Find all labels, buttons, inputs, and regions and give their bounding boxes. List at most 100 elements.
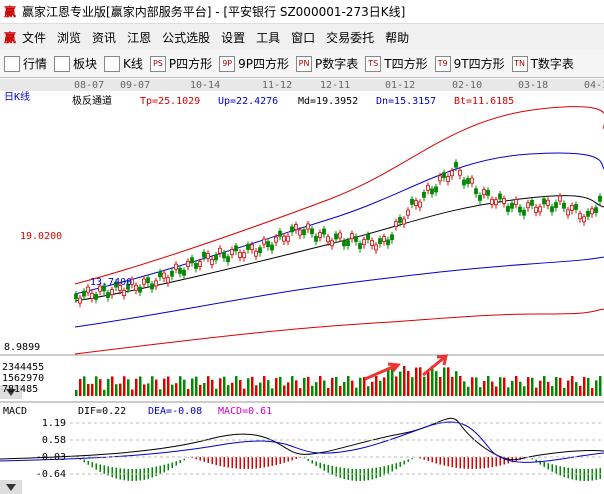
volume-bar — [247, 378, 250, 396]
volume-bar — [311, 385, 314, 396]
tool-button[interactable]: 板块 — [54, 55, 97, 72]
candle-body — [254, 250, 258, 257]
candle-body — [130, 278, 134, 285]
menu-item[interactable]: 窗口 — [291, 30, 316, 45]
macd-bar — [443, 457, 445, 466]
macd-bar — [515, 457, 517, 462]
macd-bar — [135, 468, 137, 481]
menu-item[interactable]: 文件 — [22, 30, 47, 45]
tool-label: K线 — [123, 57, 143, 71]
volume-bar — [475, 377, 478, 396]
macd-bar — [539, 460, 541, 465]
menu-item[interactable]: 帮助 — [385, 30, 410, 45]
price-label: 13.7400 — [90, 277, 132, 288]
macd-bar — [535, 459, 537, 463]
macd-bar — [559, 466, 561, 476]
macd-bar — [491, 457, 493, 468]
tool-button[interactable]: T9 9T四方形 — [434, 55, 505, 72]
candle-body — [238, 251, 242, 258]
candle-body — [286, 235, 290, 242]
candle-body — [510, 202, 514, 209]
volume-bar — [511, 380, 514, 396]
macd-bar — [379, 466, 381, 477]
candle-body — [562, 202, 566, 209]
menu-item[interactable]: 交易委托 — [326, 30, 375, 45]
volume-bar — [379, 380, 382, 396]
candle-body — [466, 178, 470, 184]
candle-body — [326, 236, 330, 243]
candle-body — [526, 202, 530, 209]
volume-bar — [535, 387, 538, 396]
volume-bar — [303, 377, 306, 396]
candle-body — [190, 257, 194, 264]
tool-button[interactable]: PN P数字表 — [296, 55, 358, 72]
volume-bar — [359, 377, 362, 396]
candle-body — [206, 252, 210, 259]
macd-bar — [103, 465, 105, 474]
macd-bar — [519, 457, 521, 460]
macd-bar — [567, 467, 569, 479]
candle-body — [154, 280, 158, 287]
macd-bar — [399, 461, 401, 467]
date-label: 10-14 — [190, 80, 220, 91]
macd-bar — [319, 462, 321, 469]
tool-button[interactable]: 9P 9P四方形 — [219, 55, 289, 72]
tool-icon: PN — [296, 55, 313, 72]
macd-bar — [487, 457, 489, 468]
volume-bar — [123, 376, 126, 396]
macd-bar — [179, 460, 181, 464]
volume-bar — [387, 367, 390, 396]
volume-bar — [487, 376, 490, 396]
candle-body — [358, 243, 362, 249]
volume-bar — [543, 376, 546, 396]
menu-item[interactable]: 设置 — [221, 30, 246, 45]
tool-label: 板块 — [73, 57, 98, 71]
macd-tick: 1.19 — [42, 418, 66, 429]
candle-body — [502, 198, 506, 204]
macd-bar — [467, 457, 469, 469]
menu-item[interactable]: 江恩 — [127, 30, 152, 45]
candle-body — [442, 172, 446, 179]
volume-bar — [551, 386, 554, 396]
macd-bar — [367, 468, 369, 481]
volume-bar — [419, 367, 422, 396]
tool-label: 9T四方形 — [453, 57, 505, 71]
macd-bar — [167, 463, 169, 471]
volume-bar — [159, 389, 162, 396]
macd-bar — [291, 457, 293, 461]
volume-bar — [515, 376, 518, 396]
menu-item[interactable]: 工具 — [256, 30, 281, 45]
macd-bar — [151, 467, 153, 478]
volume-label: 2344455 — [2, 362, 44, 373]
macd-bar — [287, 457, 289, 462]
tool-button[interactable]: TS T四方形 — [365, 55, 428, 72]
tool-button[interactable]: TN T数字表 — [511, 55, 574, 72]
candle-body — [410, 198, 414, 205]
macd-bar — [343, 468, 345, 480]
menu-item[interactable]: 资讯 — [92, 30, 117, 45]
volume-bar — [435, 371, 438, 396]
menu-item[interactable]: 浏览 — [57, 30, 82, 45]
tool-button[interactable]: 行情 — [4, 55, 47, 72]
tool-button[interactable]: K线 — [104, 55, 143, 72]
macd-bar — [327, 464, 329, 473]
candle-body — [86, 286, 90, 293]
candle-body — [266, 241, 270, 247]
tool-button[interactable]: PS P四方形 — [149, 55, 212, 72]
macd-bar — [547, 463, 549, 470]
candle-body — [438, 175, 442, 182]
volume-bar — [351, 380, 354, 396]
macd-bar — [211, 457, 213, 465]
candle-body — [406, 209, 410, 216]
volume-bar — [335, 377, 338, 396]
macd-bar — [387, 465, 389, 474]
volume-bar — [343, 381, 346, 396]
candle-body — [350, 233, 354, 240]
volume-bar — [467, 386, 470, 396]
volume-bar — [175, 383, 178, 396]
candle-body — [402, 218, 406, 225]
menu-item[interactable]: 公式选股 — [162, 30, 211, 45]
annotation-arrow — [364, 362, 401, 381]
tool-label: T四方形 — [384, 57, 428, 71]
macd-bar — [483, 457, 485, 469]
